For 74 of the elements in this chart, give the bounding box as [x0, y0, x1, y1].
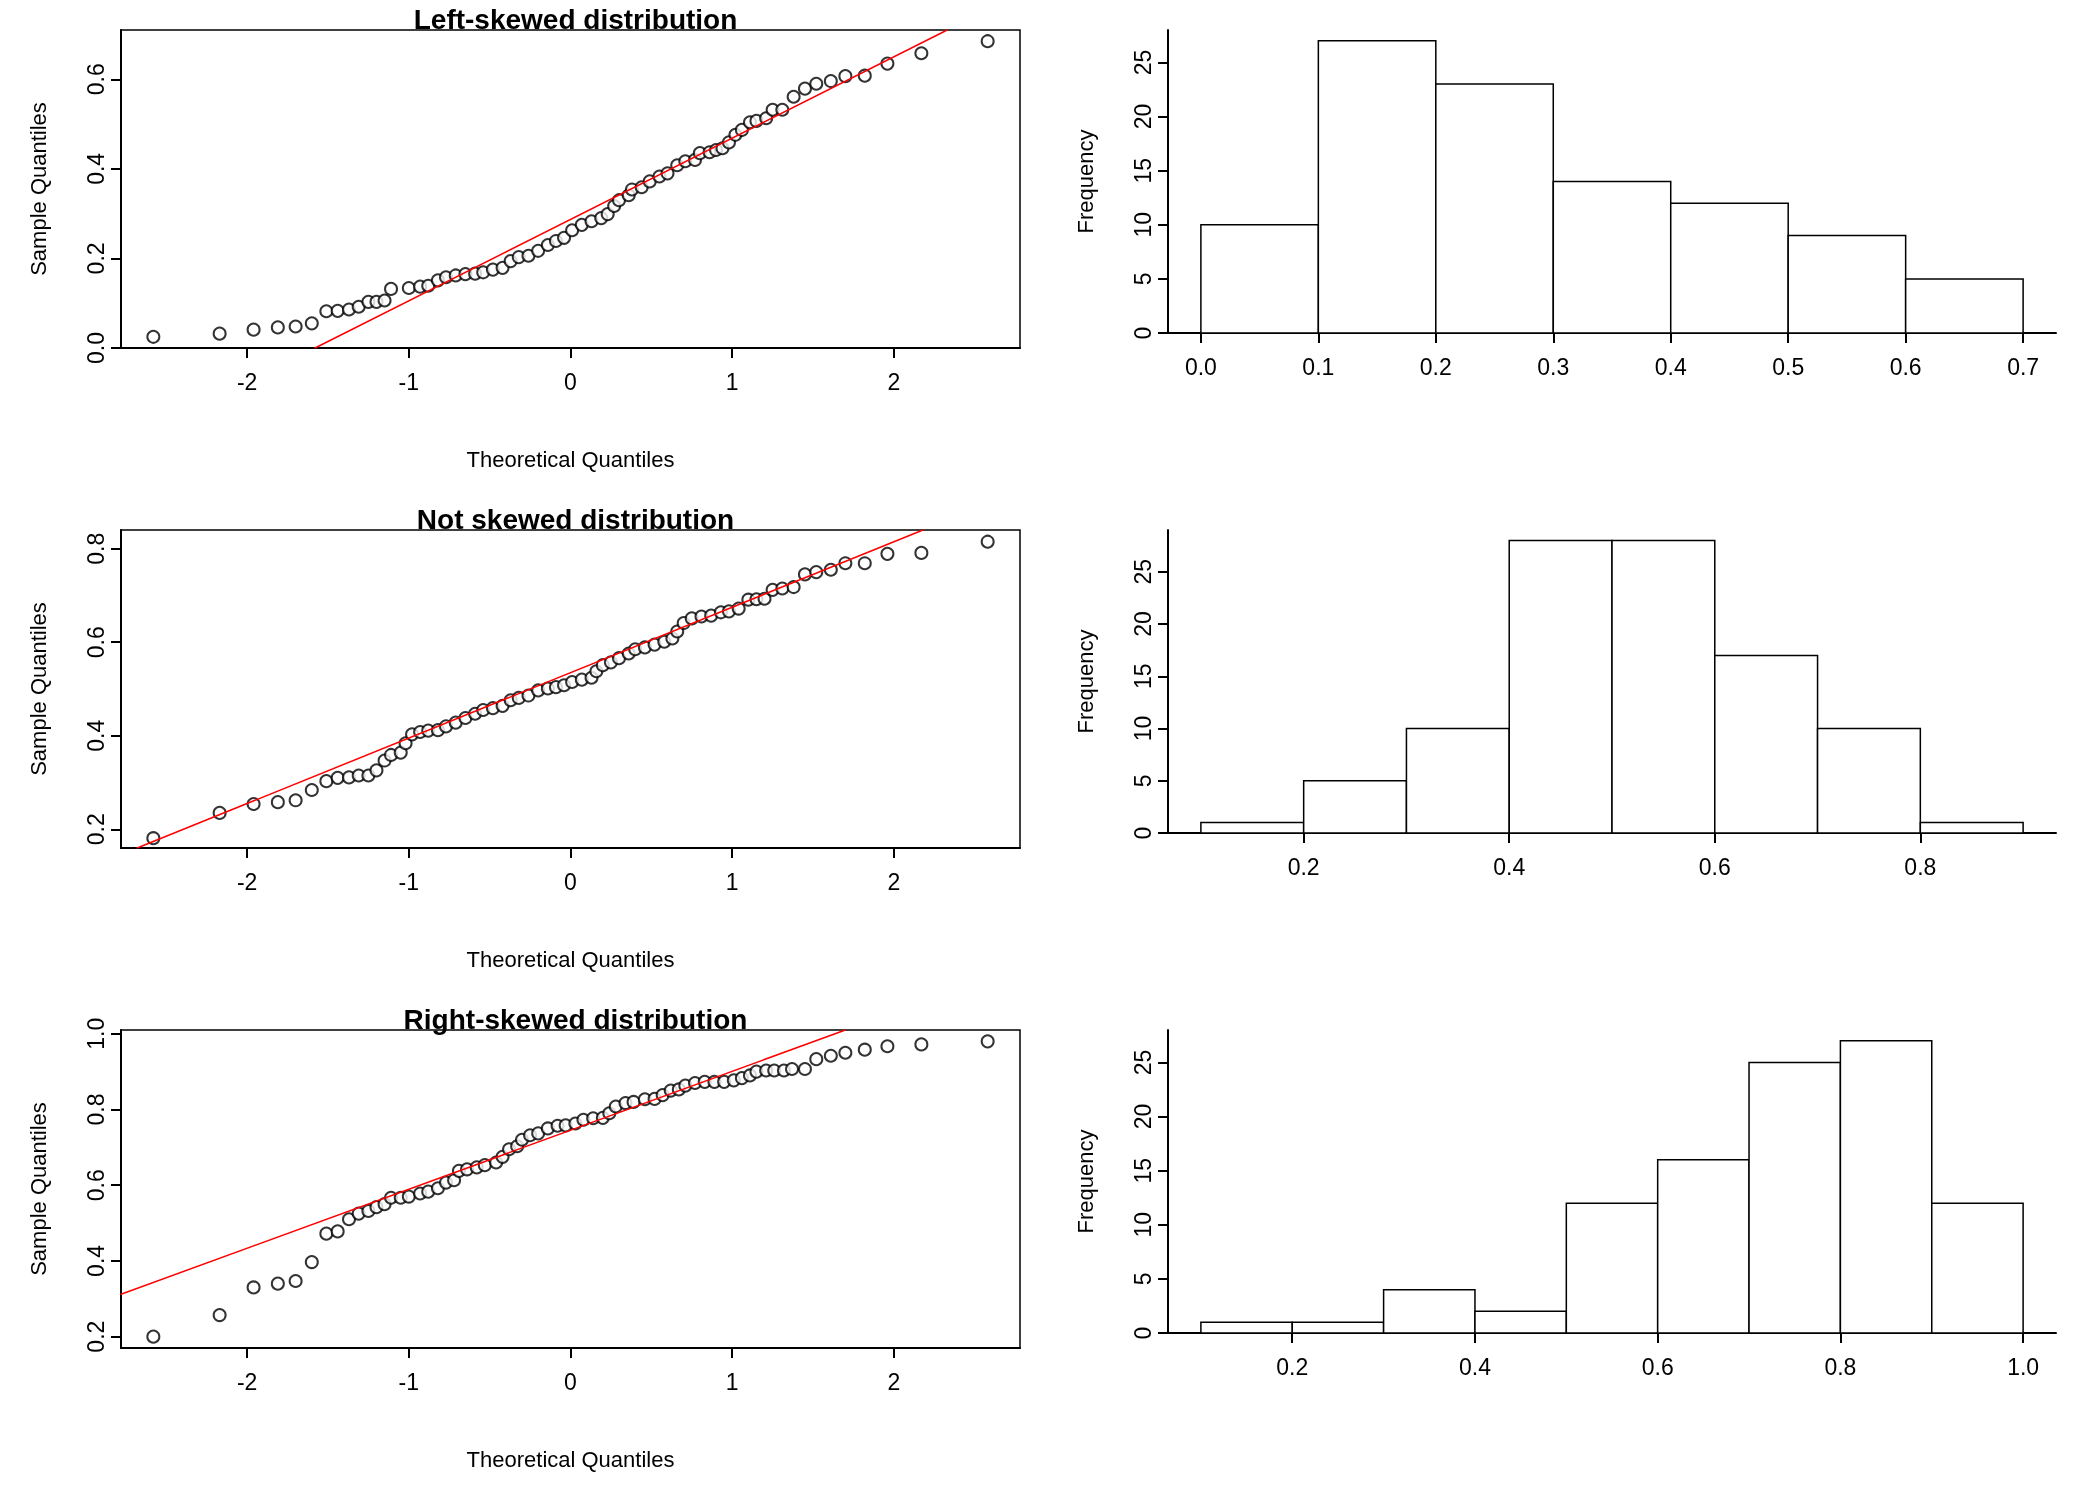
x-tick-label: 0.1: [1302, 353, 1335, 380]
x-tick-label: 0.4: [1458, 1353, 1492, 1380]
y-tick-label: 20: [1129, 1103, 1156, 1130]
x-tick-label: 1: [725, 868, 739, 895]
chart-title: Right-skewed distribution: [403, 1003, 748, 1035]
x-tick-label: 0.2: [1419, 353, 1452, 380]
x-tick-label: 1: [725, 368, 739, 395]
y-axis-title: Frequency: [1072, 629, 1098, 734]
x-axis-title: Theoretical Quantiles: [466, 446, 675, 472]
y-tick-label: 10: [1129, 715, 1156, 742]
y-tick-label: 0: [1129, 826, 1156, 840]
y-tick-label: 0: [1129, 1326, 1156, 1340]
y-tick-label: 0.4: [82, 152, 109, 185]
y-tick-label: 0.6: [82, 1169, 109, 1202]
y-axis-title: Frequency: [1072, 1129, 1098, 1234]
y-tick-label: 0.2: [82, 813, 109, 846]
x-tick-label: 0.3: [1537, 353, 1570, 380]
x-axis-title: Theoretical Quantiles: [466, 946, 675, 972]
x-tick-label: 1: [725, 1368, 739, 1395]
y-tick-label: 5: [1129, 1272, 1156, 1286]
y-tick-label: 0.6: [82, 626, 109, 659]
y-tick-label: 0: [1129, 326, 1156, 340]
x-tick-label: 2: [887, 1368, 901, 1395]
x-tick-label: 0.4: [1493, 853, 1526, 880]
y-tick-label: 25: [1129, 559, 1156, 585]
y-tick-label: 10: [1129, 1211, 1156, 1238]
x-tick-label: 0.8: [1824, 1353, 1857, 1380]
y-tick-label: 0.8: [82, 1093, 109, 1126]
y-tick-label: 20: [1129, 611, 1156, 637]
x-tick-label: -2: [236, 1368, 258, 1395]
y-tick-label: 0.8: [82, 532, 109, 565]
x-tick-label: 0.2: [1276, 1353, 1309, 1380]
y-tick-label: 0.2: [82, 242, 109, 275]
y-tick-label: 25: [1129, 49, 1156, 76]
x-tick-label: 0: [564, 868, 577, 895]
y-tick-label: 15: [1129, 1157, 1156, 1184]
y-tick-label: 15: [1129, 663, 1156, 690]
x-tick-label: 0.2: [1287, 853, 1320, 880]
y-axis-title: Sample Quantiles: [25, 1102, 51, 1276]
y-tick-label: 5: [1129, 774, 1156, 788]
x-tick-label: 2: [887, 368, 901, 395]
x-tick-label: -1: [398, 868, 420, 895]
y-tick-label: 0.4: [82, 1244, 109, 1277]
y-tick-label: 20: [1129, 103, 1156, 130]
x-tick-label: 2: [887, 868, 901, 895]
chart-title: Left-skewed distribution: [413, 3, 738, 35]
x-tick-label: 0.4: [1654, 353, 1687, 380]
y-tick-label: 0.6: [82, 63, 109, 96]
x-tick-label: 0.7: [2007, 353, 2040, 380]
x-tick-label: 0.0: [1184, 353, 1217, 380]
x-tick-label: -1: [398, 368, 420, 395]
x-tick-label: 0: [564, 1368, 577, 1395]
chart-title: Not skewed distribution: [416, 503, 735, 535]
x-axis-title: Theoretical Quantiles: [466, 1446, 675, 1472]
x-tick-label: 0.5: [1772, 353, 1805, 380]
y-tick-label: 5: [1129, 272, 1156, 286]
y-tick-label: 10: [1129, 211, 1156, 238]
y-tick-label: 15: [1129, 157, 1156, 184]
x-tick-label: 0.8: [1904, 853, 1937, 880]
y-tick-label: 1.0: [82, 1017, 109, 1050]
x-tick-label: 1.0: [2007, 1353, 2040, 1380]
x-tick-label: -1: [398, 1368, 420, 1395]
x-tick-label: 0: [564, 368, 577, 395]
x-tick-label: 0.6: [1698, 853, 1731, 880]
y-tick-label: 0.4: [82, 719, 109, 752]
x-tick-label: 0.6: [1889, 353, 1922, 380]
x-tick-label: 0.6: [1641, 1353, 1674, 1380]
y-axis-title: Frequency: [1072, 129, 1098, 234]
y-tick-label: 0.2: [82, 1320, 109, 1353]
y-axis-title: Sample Quantiles: [25, 602, 51, 776]
x-tick-label: -2: [236, 368, 258, 395]
x-tick-label: -2: [236, 868, 258, 895]
y-axis-title: Sample Quantiles: [25, 102, 51, 276]
y-tick-label: 25: [1129, 1049, 1156, 1076]
